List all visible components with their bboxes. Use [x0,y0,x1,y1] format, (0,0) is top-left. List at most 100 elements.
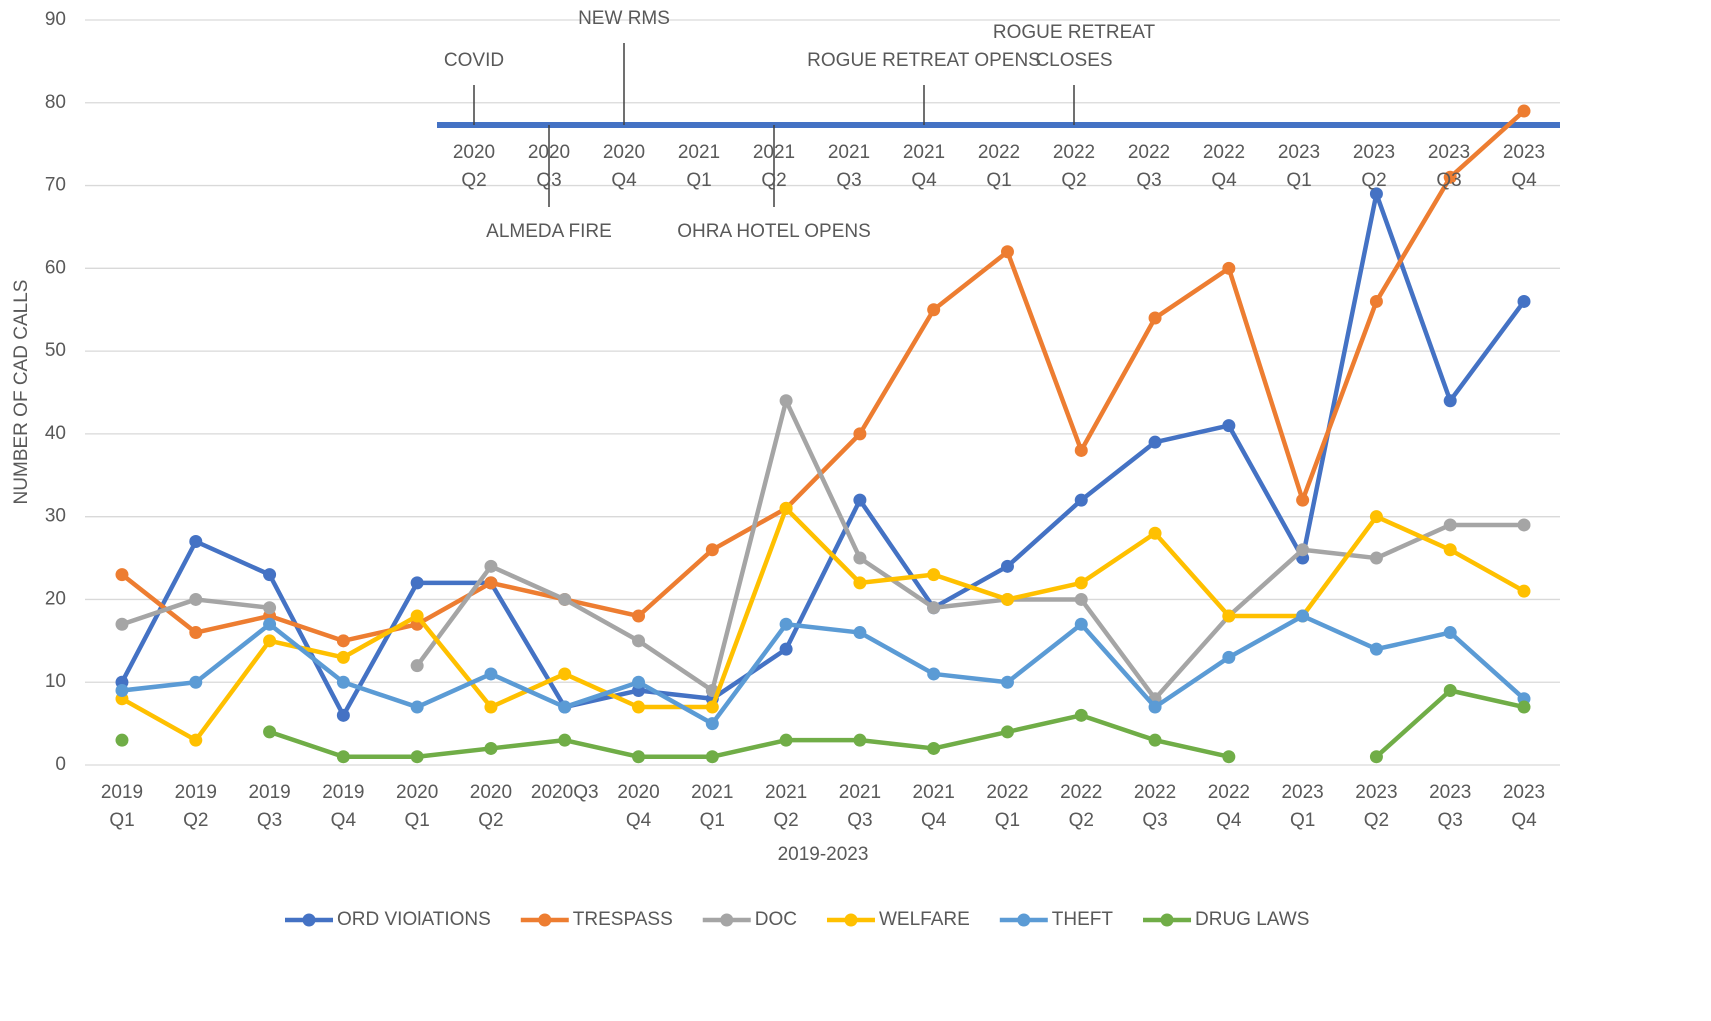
point [189,733,203,747]
point [779,733,793,747]
y-tick-label: 70 [45,175,66,196]
point [1000,675,1014,689]
point [1000,592,1014,606]
point [336,750,350,764]
event-label: OHRA HOTEL OPENS [677,221,871,242]
legend-swatch [844,913,858,927]
point [1148,526,1162,540]
legend-swatch [302,913,316,927]
point [1074,493,1088,507]
legend-swatch [1017,913,1031,927]
point [853,427,867,441]
timeline-label: 2021 Q1 [677,142,721,191]
legend-label: THEFT [1052,909,1114,930]
point [1222,750,1236,764]
point [263,568,277,582]
point [1443,170,1457,184]
point [1074,443,1088,457]
point [410,609,424,623]
timeline-label: 2020 Q2 [452,142,496,191]
legend-label: TRESPASS [573,909,673,930]
timeline-label: 2023 Q3 [1427,142,1471,191]
x-tick-label: 2021 Q1 [691,782,734,831]
point [1369,187,1383,201]
point [336,634,350,648]
x-tick-label: 2020 Q4 [617,782,660,831]
timeline-label: 2021 Q4 [902,142,946,191]
legend-swatch [1160,913,1174,927]
point [1074,576,1088,590]
point [632,609,646,623]
legend-label: WELFARE [879,909,970,930]
x-tick-label: 2022 Q4 [1207,782,1250,831]
point [558,667,572,681]
point [1443,394,1457,408]
event-label: ROGUE RETREAT OPENS [807,50,1041,71]
point [1000,559,1014,573]
point [1369,294,1383,308]
y-tick-label: 80 [45,92,66,113]
point [1296,609,1310,623]
legend-label: ORD VIOlATIONS [337,909,491,930]
point [853,576,867,590]
event-label: NEW RMS [578,8,670,29]
timeline-label: 2022 Q3 [1127,142,1171,191]
point [484,700,498,714]
point [927,601,941,615]
series-line [120,191,1526,718]
point [1148,733,1162,747]
point [1369,750,1383,764]
point [1222,650,1236,664]
point [1517,700,1531,714]
point [1296,493,1310,507]
y-tick-label: 0 [55,754,66,775]
point [853,551,867,565]
y-tick-label: 60 [45,257,66,278]
point [1000,725,1014,739]
series-line [268,688,1525,759]
y-tick-label: 20 [45,588,66,609]
x-tick-label: 2023 Q2 [1355,782,1398,831]
series [115,394,1531,706]
point [1369,642,1383,656]
point [927,303,941,317]
point [1517,294,1531,308]
point [1074,592,1088,606]
point [189,675,203,689]
point [410,700,424,714]
point [927,667,941,681]
series [115,609,1531,731]
point [927,568,941,582]
y-axis-title: NUMBER OF CAD CALLS [11,280,32,505]
timeline-label: 2021 Q3 [827,142,871,191]
timeline-label: 2022 Q4 [1202,142,1246,191]
point [115,568,129,582]
point [115,617,129,631]
point [558,592,572,606]
point [336,650,350,664]
point [853,493,867,507]
legend-swatch [538,913,552,927]
point [189,535,203,548]
y-tick-label: 10 [45,671,66,692]
timeline-label: 2023 Q1 [1277,142,1321,191]
point [1296,543,1310,557]
point [1222,261,1236,275]
point [1148,311,1162,325]
point [336,675,350,689]
point [1517,584,1531,598]
series-line [121,613,1526,726]
y-tick-label: 90 [45,9,66,30]
point [1369,551,1383,565]
point [263,617,277,631]
point [705,700,719,714]
x-tick-label: 2021 Q2 [764,782,808,831]
point [263,634,277,648]
x-tick-label: 2019 Q4 [322,782,365,831]
point [115,684,129,697]
point [1517,104,1531,118]
point [189,592,203,606]
legend-label: DOC [755,909,797,930]
x-tick-label: 2019 Q1 [100,782,144,831]
